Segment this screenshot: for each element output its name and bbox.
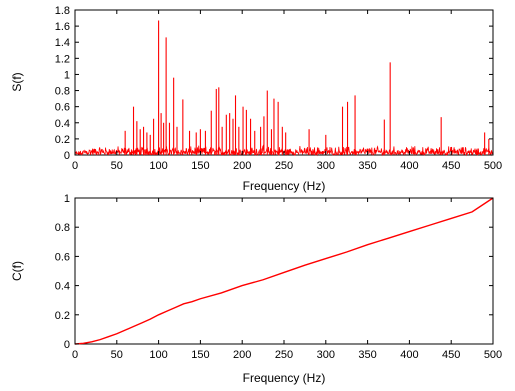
cumulative-y-tick-label: 0 <box>64 339 70 351</box>
spectrum-x-tick-label: 450 <box>442 160 460 172</box>
cumulative-y-tick-label: 1 <box>64 193 70 205</box>
cumulative-y-axis-label: C(f) <box>10 261 24 281</box>
spectrum-x-tick-label: 300 <box>317 160 335 172</box>
cumulative-x-tick-label: 100 <box>149 349 167 361</box>
cumulative-line <box>74 197 494 345</box>
spectrum-chart: 0 50 100 150 200 250 300 350 400 450 500 0 0.2 0.4 0.6… <box>10 5 502 193</box>
spectrum-x-tick-label: 400 <box>400 160 418 172</box>
spectrum-x-tick-label: 250 <box>275 160 293 172</box>
cumulative-x-tick-label: 400 <box>400 349 418 361</box>
spectrum-y-tick-label: 1.6 <box>55 21 70 33</box>
spectrum-y-tick-label: 0.2 <box>55 134 70 146</box>
cumulative-x-tick-label: 50 <box>111 349 123 361</box>
spectrum-x-tick-label: 350 <box>358 160 376 172</box>
spectrum-y-tick-label: 1.8 <box>55 5 70 17</box>
cumulative-y-tick-label: 0.4 <box>55 281 70 293</box>
spectrum-x-tick-label: 50 <box>111 160 123 172</box>
spectrum-y-tick-label: 0.4 <box>55 118 70 130</box>
spectrum-y-tick-label: 0 <box>64 150 70 162</box>
cumulative-x-tick-label: 350 <box>358 349 376 361</box>
cumulative-y-tick-label: 0.8 <box>55 222 70 234</box>
spectrum-x-axis-label: Frequency (Hz) <box>243 179 326 193</box>
spectrum-x-tick-label: 150 <box>191 160 209 172</box>
cumulative-y-tick-label: 0.6 <box>55 251 70 263</box>
spectrum-plot-frame <box>74 9 494 156</box>
cumulative-chart: 0 50 100 150 200 250 300 350 400 450 500 0 0.2 0.4 0.6… <box>10 193 502 385</box>
cumulative-x-tick-label: 250 <box>275 349 293 361</box>
cumulative-x-tick-label: 200 <box>233 349 251 361</box>
cumulative-x-tick-label: 500 <box>484 349 502 361</box>
spectrum-x-tick-label: 200 <box>233 160 251 172</box>
spectrum-x-tick-label: 0 <box>72 160 78 172</box>
cumulative-x-tick-label: 300 <box>317 349 335 361</box>
spectrum-x-tick-label: 100 <box>149 160 167 172</box>
spectrum-x-tick-label: 500 <box>484 160 502 172</box>
cumulative-plot-frame <box>74 197 494 345</box>
spectrum-y-tick-label: 1.4 <box>55 37 70 49</box>
spectrum-y-tick-label: 0.6 <box>55 102 70 114</box>
cumulative-series <box>74 197 494 345</box>
cumulative-x-tick-label: 450 <box>442 349 460 361</box>
cumulative-x-tick-label: 150 <box>191 349 209 361</box>
cumulative-x-tick-label: 0 <box>72 349 78 361</box>
spectrum-y-tick-label: 1 <box>64 69 70 81</box>
spectrum-y-tick-label: 1.2 <box>55 53 70 65</box>
spectrum-y-axis-label: S(f) <box>10 72 24 91</box>
spectrum-y-tick-label: 0.8 <box>55 86 70 98</box>
spectrum-series <box>74 20 494 157</box>
cumulative-x-axis-label: Frequency (Hz) <box>243 371 326 385</box>
cumulative-y-tick-label: 0.2 <box>55 310 70 322</box>
